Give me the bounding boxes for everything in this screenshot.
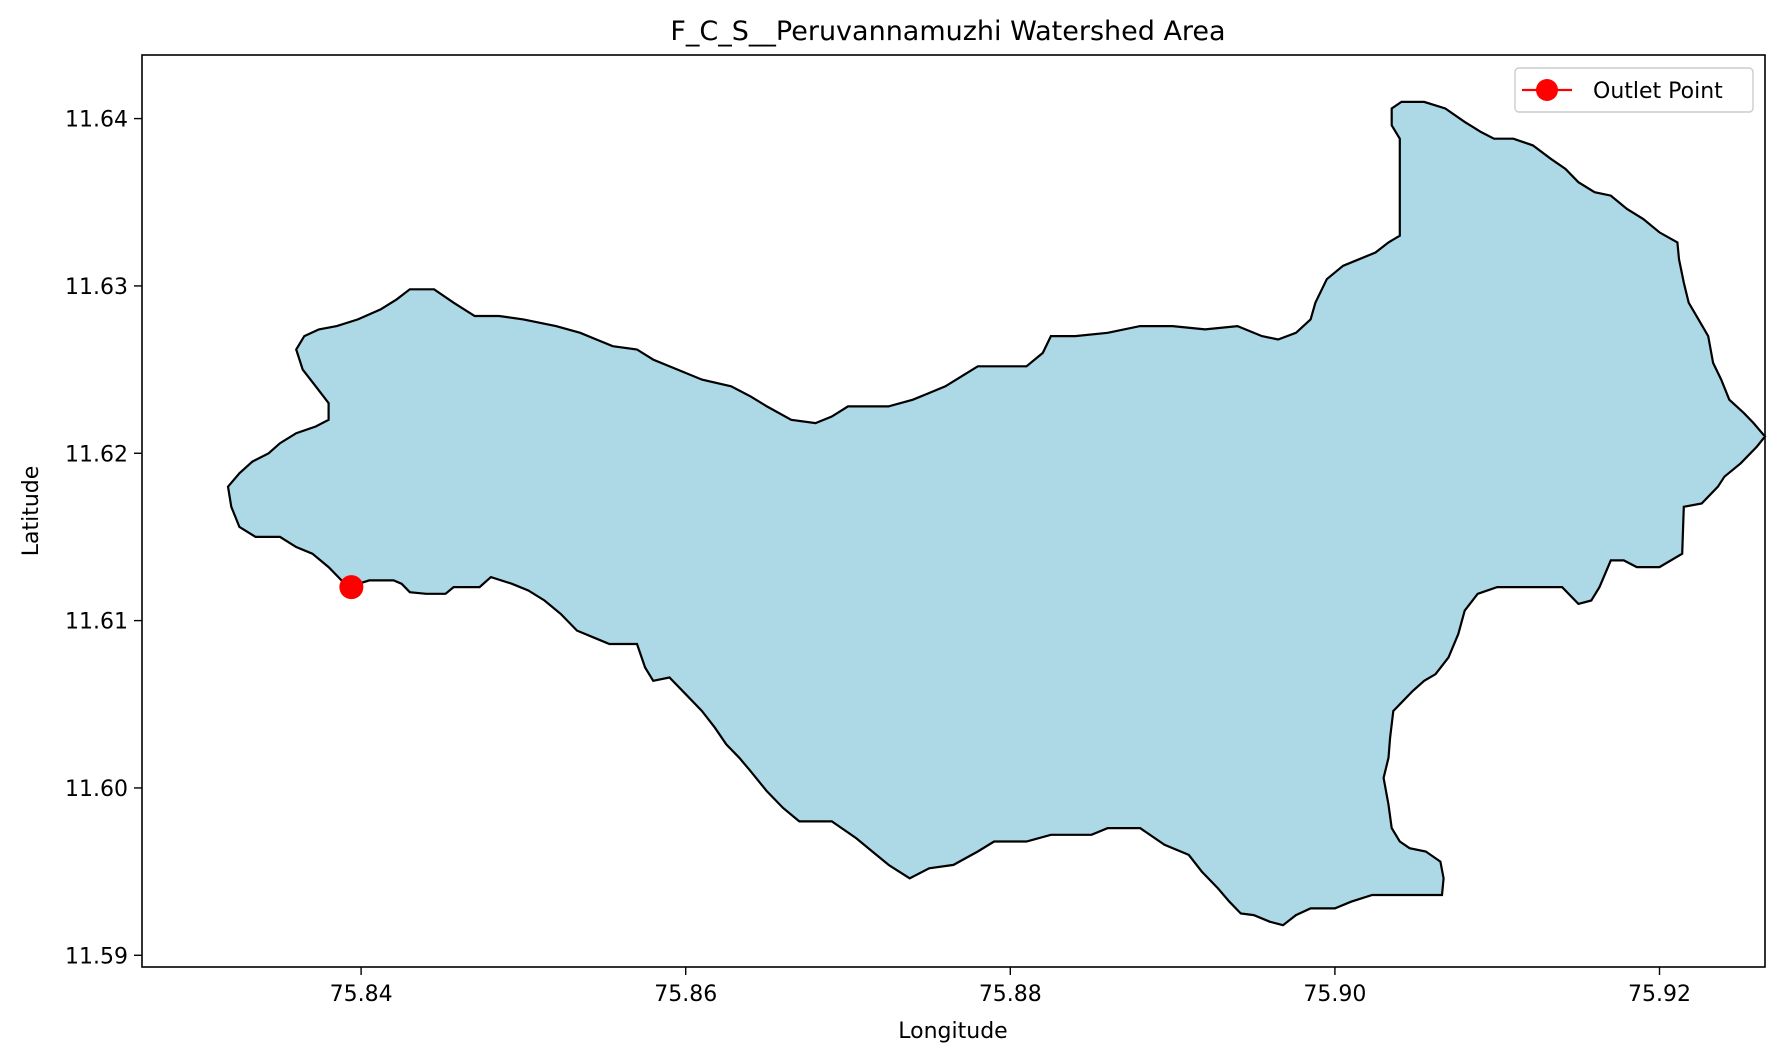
y-tick-label: 11.63 [65, 275, 128, 300]
x-tick-label: 75.84 [330, 982, 393, 1007]
legend: Outlet Point [1514, 67, 1754, 113]
plot-frame [141, 54, 1766, 968]
x-tick-label: 75.86 [654, 982, 717, 1007]
x-tick-label: 75.88 [979, 982, 1042, 1007]
legend-point-marker [1536, 79, 1558, 101]
watershed-area [226, 100, 1767, 927]
y-tick-label: 11.62 [65, 442, 128, 467]
y-axis-ticks: 11.59 11.60 11.61 11.62 11.63 11.64 [65, 108, 142, 969]
y-tick-label: 11.64 [65, 108, 128, 133]
chart-title: F_C_S__Peruvannamuzhi Watershed Area [670, 16, 1225, 47]
x-axis-label: Longitude [898, 1019, 1007, 1044]
y-axis-label: Latitude [19, 466, 44, 557]
outlet-point-marker [339, 575, 364, 600]
y-tick-label: 11.60 [65, 777, 128, 802]
legend-entry-outlet-point: Outlet Point [1593, 79, 1723, 104]
x-tick-label: 75.90 [1303, 982, 1366, 1007]
legend-box [1514, 67, 1754, 113]
x-axis-ticks: 75.84 75.86 75.88 75.90 75.92 [330, 967, 1691, 1007]
y-tick-label: 11.61 [65, 610, 128, 635]
y-tick-label: 11.59 [65, 944, 128, 969]
x-tick-label: 75.92 [1628, 982, 1691, 1007]
